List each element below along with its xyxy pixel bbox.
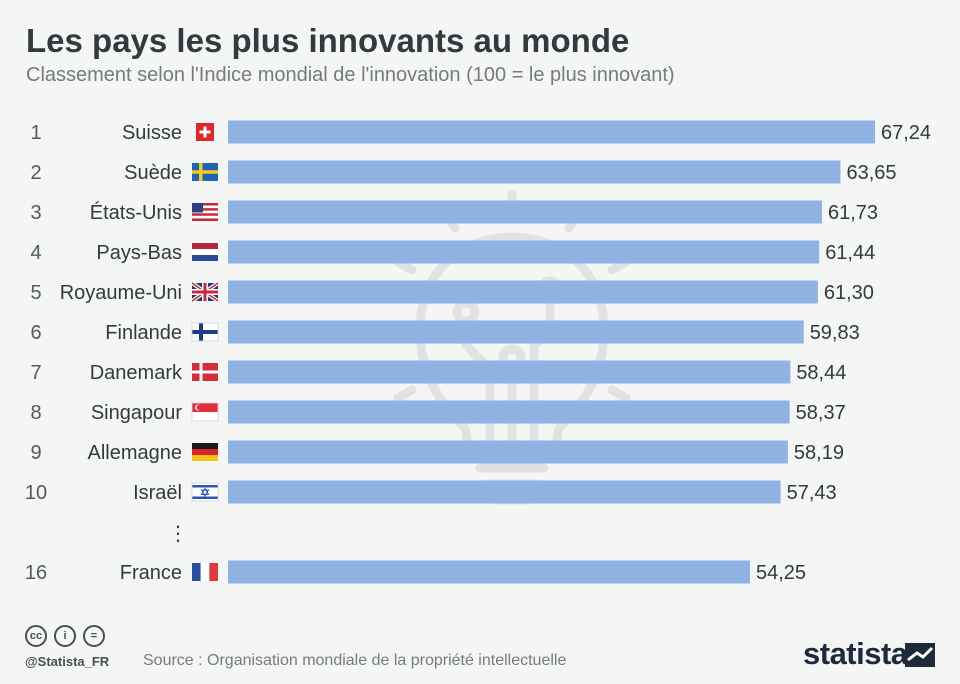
country-label: Pays-Bas	[96, 242, 182, 264]
value-label: 57,43	[787, 482, 837, 504]
value-label: 61,73	[828, 202, 878, 224]
bar	[228, 160, 841, 184]
rank-label: 16	[25, 562, 47, 584]
israel-flag-icon	[191, 482, 219, 502]
bar	[228, 480, 781, 504]
value-label: 54,25	[756, 562, 806, 584]
value-label: 67,24	[881, 122, 931, 144]
chart-row: 1 Suisse 67,24	[30, 120, 931, 144]
country-label: Suède	[124, 162, 182, 184]
bar	[228, 200, 822, 224]
switzerland-flag-icon	[196, 123, 214, 141]
rank-label: 2	[30, 162, 41, 184]
rank-label: 8	[30, 402, 41, 424]
rank-label: 7	[30, 362, 41, 384]
country-label: Allemagne	[87, 442, 182, 464]
germany-flag-icon	[192, 443, 218, 461]
value-label: 63,65	[846, 162, 896, 184]
rank-label: 1	[30, 122, 41, 144]
rank-label: 4	[30, 242, 41, 264]
country-label: Suisse	[122, 122, 182, 144]
twitter-handle[interactable]: @Statista_FR	[25, 654, 110, 669]
bar	[228, 280, 818, 304]
chart-title: Les pays les plus innovants au monde	[26, 22, 630, 59]
bar	[228, 320, 804, 344]
country-label: Israël	[133, 482, 182, 504]
rank-label: 9	[30, 442, 41, 464]
country-label: France	[120, 562, 182, 584]
chart-row: 9 Allemagne 58,19	[30, 440, 844, 464]
gap-marker: ⋮	[168, 523, 188, 545]
chart-row: 16 France 54,25	[25, 560, 806, 584]
netherlands-flag-icon	[192, 243, 218, 261]
license-icons: cc i =	[25, 625, 105, 647]
statista-logo[interactable]: statista	[803, 636, 908, 671]
bar	[228, 120, 875, 144]
bar-chart: 1 Suisse 67,24 2 Suède 63,65 3 États-Unis 61,73 4…	[25, 120, 931, 584]
bar	[228, 400, 790, 424]
value-label: 58,37	[796, 402, 846, 424]
chart-row: 7 Danemark 58,44	[30, 360, 846, 384]
denmark-flag-icon	[192, 363, 218, 381]
chart-row: 2 Suède 63,65	[30, 160, 897, 184]
chart-subtitle: Classement selon l'Indice mondial de l'i…	[26, 64, 675, 86]
value-label: 61,44	[825, 242, 875, 264]
rank-label: 5	[30, 282, 41, 304]
bar	[228, 240, 820, 264]
chart-row: 8 Singapour 58,37	[30, 400, 846, 424]
value-label: 58,44	[796, 362, 846, 384]
value-label: 59,83	[810, 322, 860, 344]
country-label: Danemark	[90, 362, 183, 384]
value-label: 58,19	[794, 442, 844, 464]
source-note: Source : Organisation mondiale de la pro…	[143, 652, 567, 669]
country-label: Finlande	[105, 322, 182, 344]
france-flag-icon	[192, 563, 218, 581]
rank-label: 6	[30, 322, 41, 344]
rank-label: 3	[30, 202, 41, 224]
sweden-flag-icon	[192, 163, 218, 181]
cc-icon[interactable]: cc	[25, 625, 47, 647]
value-label: 61,30	[824, 282, 874, 304]
chart-row: 3 États-Unis 61,73	[30, 200, 878, 224]
chart-row: 4 Pays-Bas 61,44	[30, 240, 875, 264]
finland-flag-icon	[191, 322, 219, 342]
chart-row: 6 Finlande 59,83	[30, 320, 860, 344]
rank-label: 10	[25, 482, 47, 504]
bar	[228, 440, 788, 464]
statista-mark-icon	[905, 643, 935, 667]
united-kingdom-flag-icon	[190, 281, 220, 303]
country-label: Royaume-Uni	[60, 282, 182, 304]
chart-row: 5 Royaume-Uni 61,30	[30, 280, 874, 304]
country-label: États-Unis	[90, 201, 182, 224]
nd-icon[interactable]: =	[83, 625, 105, 647]
united-states-flag-icon	[192, 203, 218, 221]
country-label: Singapour	[91, 402, 183, 424]
bar	[228, 360, 791, 384]
chart-row: 10 Israël 57,43	[25, 480, 837, 504]
by-icon[interactable]: i	[54, 625, 76, 647]
bar	[228, 560, 751, 584]
singapore-flag-icon	[191, 402, 219, 422]
